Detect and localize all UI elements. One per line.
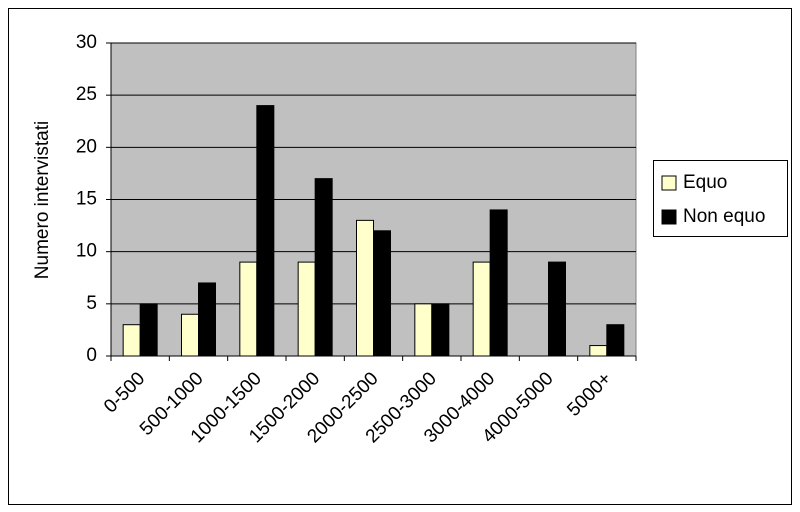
bar <box>239 261 258 357</box>
legend-swatch <box>661 175 677 191</box>
y-axis-label: Numero intervistati <box>32 121 53 279</box>
bar <box>181 313 199 357</box>
y-tick-label: 25 <box>76 84 97 105</box>
bar <box>489 209 508 357</box>
bar <box>589 345 608 357</box>
bar <box>414 303 433 357</box>
bar <box>139 303 158 357</box>
y-tick-label: 30 <box>76 32 97 53</box>
bar <box>431 303 450 357</box>
bar <box>606 324 625 357</box>
bar <box>548 261 566 357</box>
y-tick-label: 0 <box>86 345 97 366</box>
bar <box>297 261 316 357</box>
legend-label: Non equo <box>683 206 765 227</box>
y-tick-label: 10 <box>76 241 97 262</box>
bar <box>256 105 275 357</box>
legend-label: Equo <box>683 172 727 193</box>
y-tick-label: 20 <box>76 136 97 157</box>
bar <box>356 219 374 357</box>
y-tick-label: 5 <box>86 293 97 314</box>
bar <box>122 324 141 357</box>
bar <box>373 230 391 357</box>
y-tick-label: 15 <box>76 189 97 210</box>
bar <box>198 282 216 357</box>
bar <box>314 178 333 357</box>
bar <box>472 261 491 357</box>
legend-swatch <box>661 209 677 225</box>
